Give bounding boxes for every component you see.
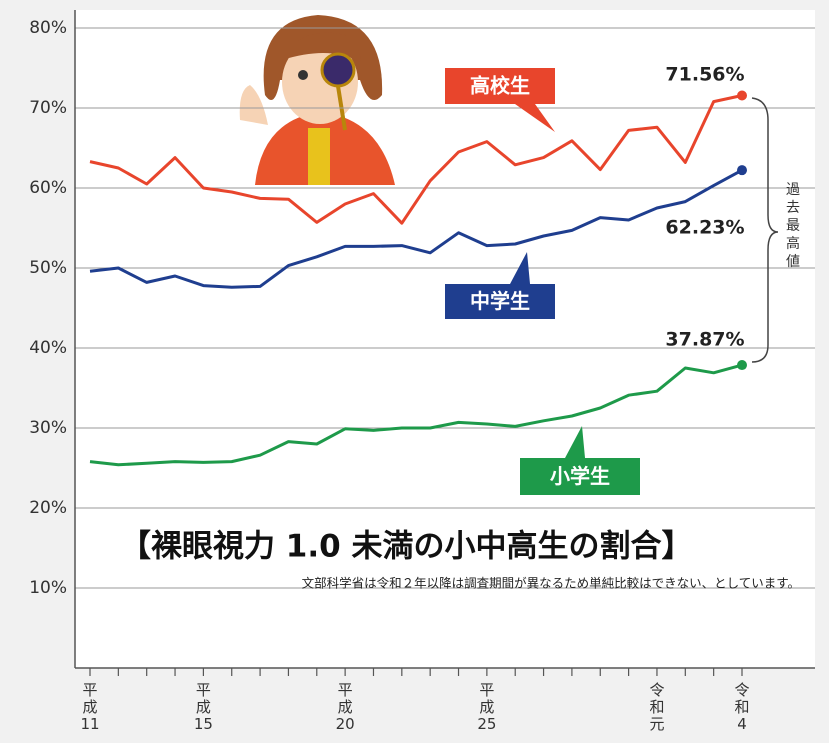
- point: [737, 360, 747, 371]
- legend-label: 中学生: [470, 289, 530, 313]
- value-label: 37.87%: [665, 329, 744, 351]
- y-tick-label: 10%: [29, 578, 67, 598]
- legend-label: 高校生: [470, 74, 530, 98]
- plot-area: [75, 10, 815, 668]
- series-line: [89, 168, 743, 289]
- legend-box: [520, 458, 640, 495]
- chart-title: 【裸眼視力 1.0 未満の小中高生の割合】: [120, 529, 693, 565]
- value-label: 62.23%: [665, 217, 744, 239]
- series-line: [89, 94, 743, 225]
- series-line: [89, 363, 743, 467]
- y-tick-label: 30%: [29, 418, 67, 438]
- point: [737, 165, 747, 176]
- x-tick-label: 平成 25: [477, 681, 496, 733]
- x-tick-label: 令和 4: [734, 681, 749, 733]
- x-tick-label: 令和元: [649, 681, 664, 733]
- y-tick-label: 60%: [29, 178, 67, 198]
- y-tick-label: 80%: [29, 18, 67, 38]
- label-pointer: [515, 104, 555, 132]
- legend-label: 小学生: [550, 464, 610, 488]
- label-pointer: [565, 426, 585, 458]
- x-tick-label: 平成 15: [194, 681, 213, 733]
- legend-box: [445, 284, 555, 319]
- legend-box: [445, 68, 555, 104]
- x-tick-label: 平成 11: [80, 681, 99, 733]
- label-pointer: [510, 252, 530, 284]
- annotation: 過去最高値: [786, 182, 800, 270]
- x-tick-label: 平成 20: [336, 681, 355, 733]
- y-tick-label: 20%: [29, 498, 67, 518]
- bracket: [751, 97, 779, 363]
- note: 文部科学省は令和２年以降は調査期間が異なるため単純比較はできない、としています。: [302, 576, 800, 591]
- y-tick-label: 40%: [29, 338, 67, 358]
- point: [737, 90, 747, 101]
- illustration: [239, 15, 395, 185]
- y-tick-label: 50%: [29, 258, 67, 278]
- value-label: 71.56%: [665, 64, 744, 86]
- y-tick-label: 70%: [29, 98, 67, 118]
